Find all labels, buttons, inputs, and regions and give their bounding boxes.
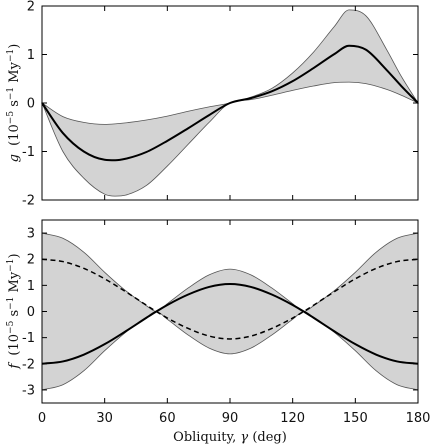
xlabel-units: (deg)	[248, 430, 287, 445]
panel-g: 210-1-2 g (10−5 s−1 My−1)	[6, 0, 420, 209]
top-ylabel-exp1: −5	[6, 111, 16, 125]
top-ylabel-units-mid: s	[7, 100, 22, 111]
top-ylabel-units-prefix: (10	[7, 124, 22, 146]
bottom-ylabel-symbol: f	[7, 362, 22, 370]
bottom-ylabel-units-prefix: (10	[7, 334, 22, 356]
bottom-xlabel: Obliquity, γ (deg)	[173, 430, 287, 445]
bottom-xtick-label: 120	[280, 411, 305, 426]
bottom-ylabel-units-suffix: )	[7, 253, 22, 258]
bottom-ylabel-units-mid: s	[7, 310, 22, 321]
bottom-ytick-label: 3	[27, 227, 35, 242]
top-ylabel-symbol: g	[7, 154, 22, 162]
bottom-dashed-line	[41, 258, 419, 340]
bottom-xtick-label: 0	[38, 411, 46, 426]
bottom-ylabel-exp3: −1	[6, 259, 16, 272]
top-ytick-label: 2	[27, 0, 35, 15]
top-ytick-label: 0	[27, 97, 35, 112]
xlabel-symbol: γ	[240, 430, 248, 445]
bottom-xtick-label: 60	[159, 411, 176, 426]
top-ytick-label: -1	[22, 145, 35, 160]
bottom-xtick-label: 30	[96, 411, 113, 426]
bottom-mean-line	[41, 283, 419, 365]
top-ylabel: g (10−5 s−1 My−1)	[6, 44, 22, 163]
top-ylabel-exp2: −1	[6, 87, 16, 100]
bottom-ytick-label: -1	[22, 331, 35, 346]
bottom-ytick-label: 1	[27, 279, 35, 294]
top-mean-line	[41, 44, 419, 162]
bottom-ylabel: f (10−5 s−1 My−1)	[6, 253, 22, 369]
bottom-xtick-label: 90	[222, 411, 239, 426]
bottom-ytick-label: 2	[27, 253, 35, 268]
bottom-uncertainty-band	[41, 232, 419, 391]
top-ytick-label: -2	[22, 194, 35, 209]
top-ylabel-units-mid2: My	[7, 61, 22, 86]
xlabel-word: Obliquity,	[173, 430, 240, 445]
bottom-ytick-label: -3	[22, 383, 35, 398]
top-ylabel-exp3: −1	[6, 49, 16, 62]
bottom-xtick-label: 150	[343, 411, 368, 426]
bottom-ylabel-units-mid2: My	[7, 271, 22, 296]
bottom-xtick-label: 180	[406, 411, 431, 426]
top-ytick-label: 1	[27, 48, 35, 63]
bottom-ytick-label: 0	[27, 305, 35, 320]
bottom-ylabel-exp1: −5	[6, 320, 16, 334]
bottom-ytick-label: -2	[22, 357, 35, 372]
top-ylabel-units-suffix: )	[7, 44, 22, 49]
bottom-ylabel-exp2: −1	[6, 297, 16, 310]
